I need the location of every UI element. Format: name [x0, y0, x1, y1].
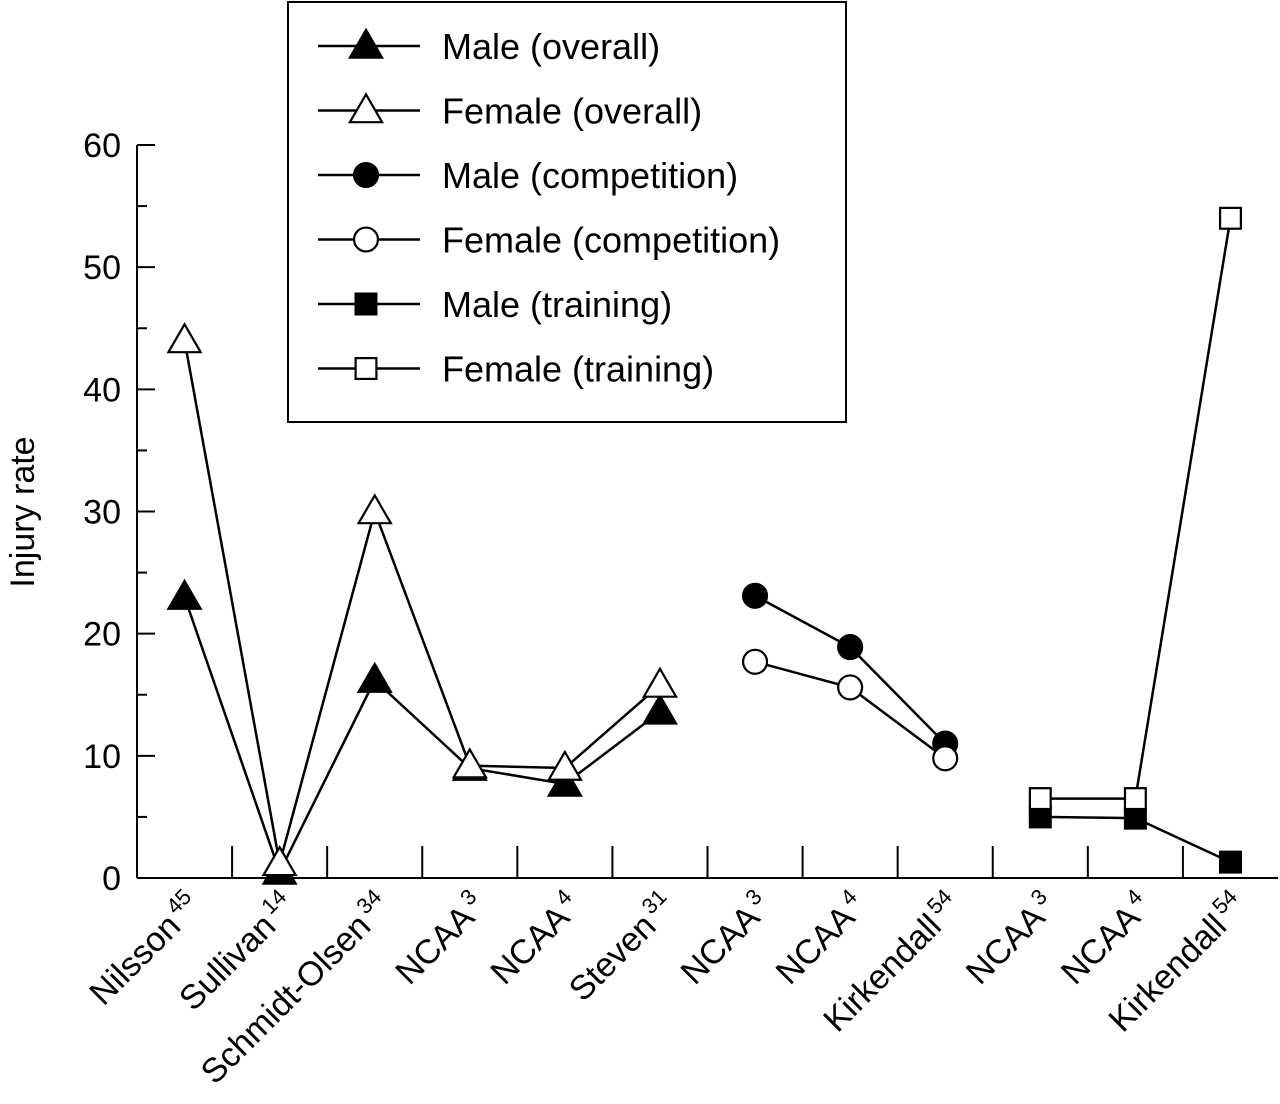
data-point	[837, 674, 864, 701]
y-tick-label: 10	[83, 738, 121, 776]
data-point	[1218, 850, 1242, 874]
y-tick-label: 50	[83, 249, 121, 287]
data-point	[1028, 787, 1052, 811]
legend-label: Female (training)	[442, 349, 714, 390]
data-point	[166, 322, 203, 354]
data-point	[261, 845, 298, 877]
x-tick-label: Steven31	[559, 884, 684, 1009]
legend-box	[287, 1, 847, 423]
legend-item: Male (overall)	[318, 26, 660, 67]
y-tick-label: 0	[102, 860, 121, 898]
series-layer	[166, 206, 1242, 885]
series-5	[1028, 206, 1242, 811]
legend: Male (overall) Female (overall) Male (comp…	[287, 1, 847, 423]
data-point	[451, 747, 488, 779]
legend-marker	[352, 161, 380, 189]
data-point	[932, 745, 959, 772]
legend-item: Female (competition)	[318, 220, 780, 261]
legend-label: Male (training)	[442, 284, 672, 325]
data-point	[356, 493, 393, 525]
data-point	[741, 582, 769, 609]
data-point	[1123, 806, 1147, 830]
series-line	[183, 596, 661, 876]
legend-marker	[354, 292, 378, 316]
legend-item: Male (training)	[318, 284, 672, 325]
data-point	[1218, 206, 1242, 230]
y-tick-label: 20	[83, 616, 121, 654]
legend-marker	[354, 357, 378, 381]
x-tick-label: NCAA3	[385, 884, 493, 992]
legend-label: Male (overall)	[442, 26, 660, 67]
series-0	[166, 578, 678, 885]
legend-marker	[347, 92, 385, 124]
data-point	[356, 661, 393, 693]
series-1	[166, 322, 678, 877]
legend-item: Female (overall)	[318, 91, 702, 132]
data-point	[166, 578, 203, 610]
data-point	[837, 634, 864, 661]
legend-item: Female (training)	[318, 349, 714, 390]
x-tick-label: NCAA3	[671, 884, 779, 992]
series-line	[183, 340, 661, 864]
data-point	[546, 765, 583, 797]
data-point	[546, 749, 583, 781]
legend-label: Female (competition)	[442, 220, 780, 261]
series-4	[1028, 805, 1242, 874]
legend-marker	[347, 27, 385, 59]
data-point	[641, 693, 678, 725]
y-axis-label: Injury rate	[4, 436, 42, 587]
series-line	[1040, 218, 1232, 800]
legend-marker	[352, 226, 380, 253]
y-tick-label: 40	[83, 371, 121, 409]
legend-item: Male (competition)	[318, 155, 738, 196]
data-point	[1123, 787, 1147, 811]
x-tick-label: NCAA3	[956, 884, 1064, 992]
series-3	[741, 648, 959, 772]
legend-label: Female (overall)	[442, 91, 702, 132]
legend-label: Male (competition)	[442, 155, 738, 196]
data-point	[741, 648, 769, 675]
y-tick-label: 30	[83, 494, 121, 532]
y-tick-label: 60	[83, 127, 121, 165]
series-2	[741, 582, 959, 757]
data-point	[641, 666, 678, 698]
